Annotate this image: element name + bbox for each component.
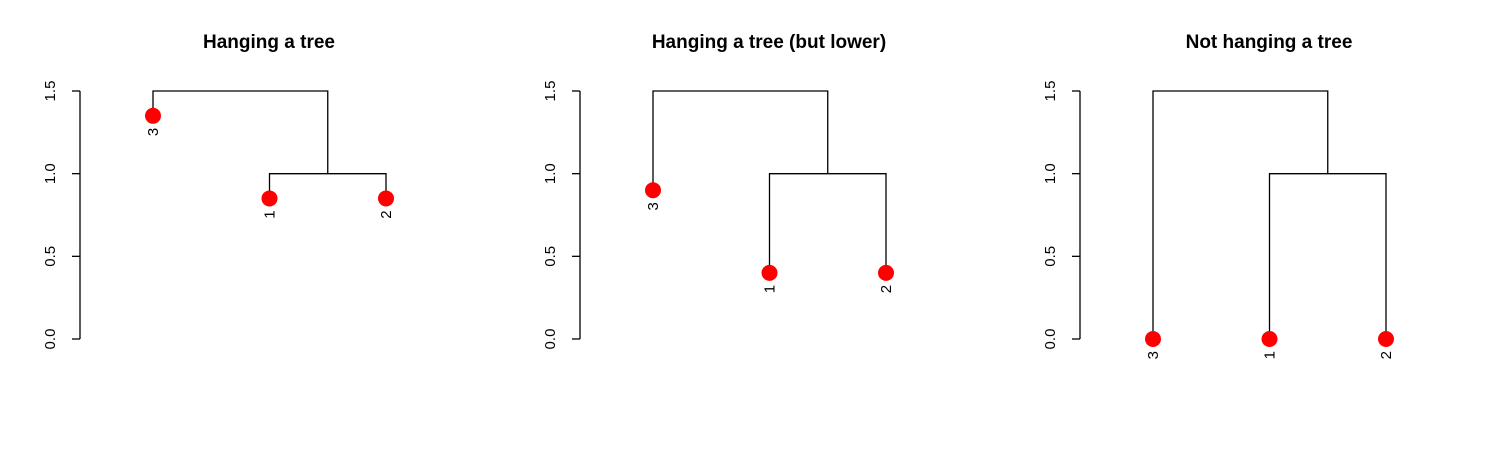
- leaf-point: [878, 264, 894, 281]
- leaf-label: 3: [145, 128, 162, 136]
- chart-title: Hanging a tree: [203, 32, 335, 53]
- dendrogram-branch: [652, 90, 829, 191]
- dendrogram-branch: [1152, 90, 1329, 339]
- dendrogram-branch: [152, 90, 329, 174]
- leaf-point: [761, 264, 778, 281]
- y-tick-label: 0.5: [1042, 246, 1059, 267]
- leaf-point: [378, 190, 394, 207]
- dendrogram-panel: Hanging a tree (but lower) 0.0 0.5 1.0 1.5 3 1…: [542, 32, 895, 349]
- dendrogram-panel: Hanging a tree 0.0 0.5 1.0 1.5 3 1 2: [42, 32, 395, 349]
- leaf-label: 3: [1145, 351, 1162, 359]
- leaf-label: 3: [645, 202, 662, 210]
- y-tick-label: 1.5: [1042, 81, 1059, 102]
- y-tick-label: 0.5: [542, 246, 559, 267]
- leaf-point: [1145, 331, 1161, 347]
- leaf-label: 1: [262, 210, 279, 218]
- dendrogram-panel: Not hanging a tree 0.0 0.5 1.0 1.5 3 1 2: [1042, 32, 1395, 359]
- y-tick-label: 1.0: [42, 163, 59, 184]
- y-tick-label: 0.0: [42, 329, 59, 350]
- y-tick-label: 0.0: [542, 329, 559, 350]
- dendrogram-branch: [1268, 173, 1387, 339]
- y-tick-label: 0.5: [42, 246, 59, 267]
- chart-title: Not hanging a tree: [1186, 32, 1353, 53]
- y-tick-label: 1.5: [42, 81, 59, 102]
- dendrogram-branch: [268, 173, 387, 199]
- leaf-point: [145, 107, 161, 124]
- y-tick-label: 0.0: [1042, 329, 1059, 350]
- dendrogram-branch: [768, 173, 887, 273]
- leaf-label: 1: [762, 285, 779, 293]
- leaf-point: [645, 182, 661, 199]
- leaf-label: 2: [378, 210, 395, 218]
- leaf-label: 2: [1378, 351, 1395, 359]
- y-tick-label: 1.0: [1042, 163, 1059, 184]
- y-tick-label: 1.5: [542, 81, 559, 102]
- leaf-point: [1261, 331, 1278, 347]
- leaf-label: 1: [1262, 351, 1279, 359]
- leaf-point: [261, 190, 278, 207]
- y-tick-label: 1.0: [542, 163, 559, 184]
- chart-title: Hanging a tree (but lower): [652, 32, 886, 53]
- leaf-label: 2: [878, 285, 895, 293]
- leaf-point: [1378, 331, 1394, 347]
